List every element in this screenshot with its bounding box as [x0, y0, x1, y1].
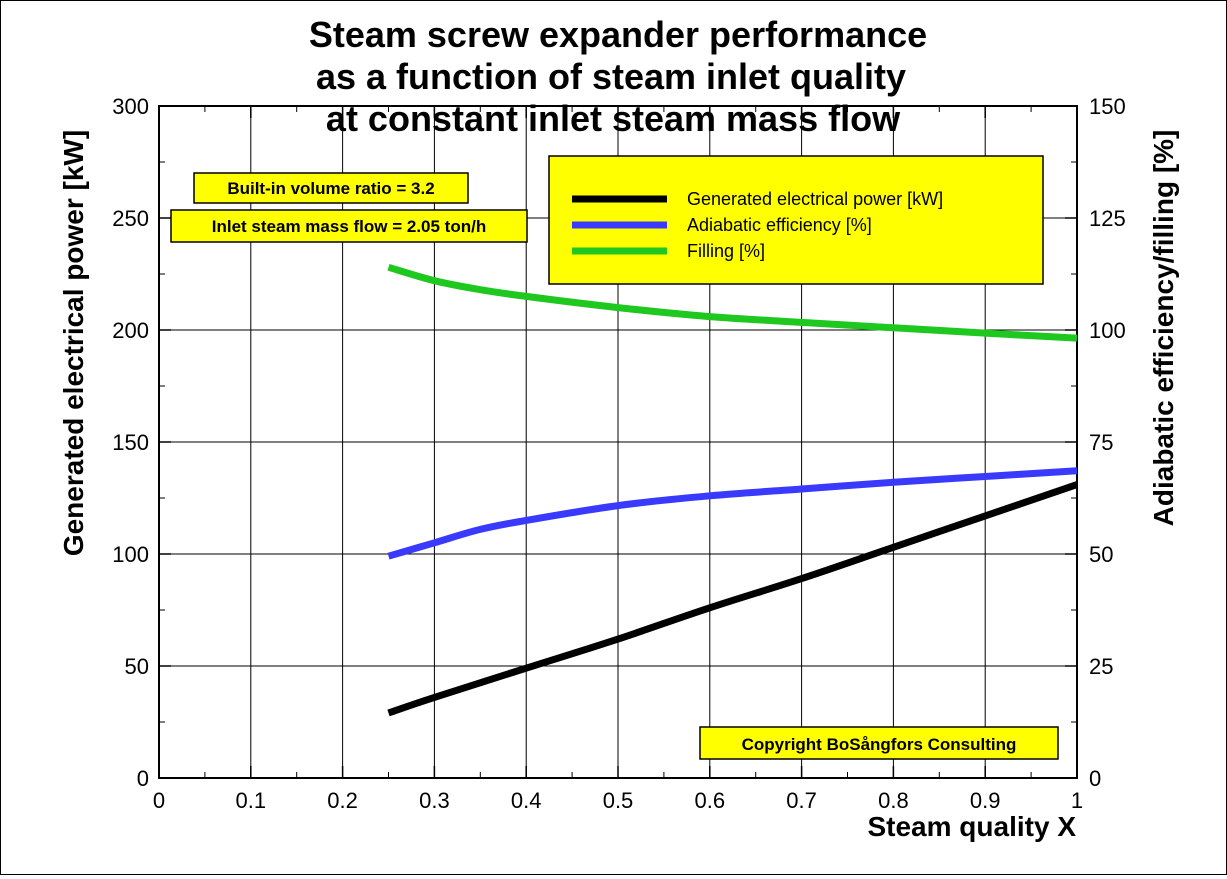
y2-tick-label: 25	[1089, 654, 1113, 679]
x-tick-label: 0.1	[236, 788, 267, 813]
series-line-efficiency	[387, 467, 1078, 560]
x-tick-label: 0.4	[511, 788, 542, 813]
legend-box	[548, 155, 1044, 285]
chart-title-line-2: as a function of steam inlet quality	[316, 56, 906, 97]
y-tick-label: 100	[112, 542, 149, 567]
tick-layer: 0 0.1 0.2 0.3 0.4 0.5 0.6 0.7 0.8 0.9 105010015020…	[112, 94, 1125, 813]
series-layer	[387, 263, 1079, 717]
x-tick-label: 1	[1071, 788, 1083, 813]
y2-axis-label: Adiabatic efficiency/filling [%]	[1148, 130, 1179, 527]
x-tick-label: 0.7	[786, 788, 817, 813]
y2-tick-label: 0	[1089, 766, 1101, 791]
annotation-volume-ratio: Built-in volume ratio = 3.2	[193, 172, 469, 204]
y-tick-label: 200	[112, 318, 149, 343]
legend-label-power: Generated electrical power [kW]	[687, 189, 943, 209]
x-axis-label: Steam quality X	[867, 811, 1076, 842]
y-tick-label: 0	[137, 766, 149, 791]
series-line-filling	[387, 263, 1078, 342]
chart-title-line-1: Steam screw expander performance	[309, 14, 927, 55]
annotation-mass-flow-text: Inlet steam mass flow = 2.05 ton/h	[212, 217, 486, 236]
y-axis-label: Generated electrical power [kW]	[58, 130, 89, 556]
y-tick-label: 300	[112, 94, 149, 119]
legend-label-efficiency: Adiabatic efficiency [%]	[687, 215, 872, 235]
chart-title-line-3: at constant inlet steam mass flow	[326, 98, 901, 139]
x-tick-label: 0.8	[878, 788, 909, 813]
y-tick-label: 50	[125, 654, 149, 679]
x-tick-label: 0	[153, 788, 165, 813]
y2-tick-label: 100	[1089, 318, 1126, 343]
y2-tick-label: 150	[1089, 94, 1126, 119]
x-tick-label: 0.3	[419, 788, 450, 813]
y2-tick-label: 50	[1089, 542, 1113, 567]
y2-tick-label: 125	[1089, 206, 1126, 231]
annotation-volume-ratio-text: Built-in volume ratio = 3.2	[227, 179, 434, 198]
legend: Generated electrical power [kW] Adiabati…	[548, 155, 1044, 285]
legend-label-filling: Filling [%]	[687, 241, 765, 261]
x-tick-label: 0.2	[327, 788, 358, 813]
x-tick-label: 0.9	[970, 788, 1001, 813]
x-tick-label: 0.5	[603, 788, 634, 813]
y2-tick-label: 75	[1089, 430, 1113, 455]
annotation-mass-flow: Inlet steam mass flow = 2.05 ton/h	[170, 209, 528, 243]
annotation-copyright-text: Copyright BoSångfors Consulting	[742, 735, 1017, 754]
y-tick-label: 150	[112, 430, 149, 455]
y-tick-label: 250	[112, 206, 149, 231]
series-line-power	[387, 481, 1079, 717]
annotation-copyright: Copyright BoSångfors Consulting	[699, 726, 1059, 760]
x-tick-label: 0.6	[695, 788, 726, 813]
